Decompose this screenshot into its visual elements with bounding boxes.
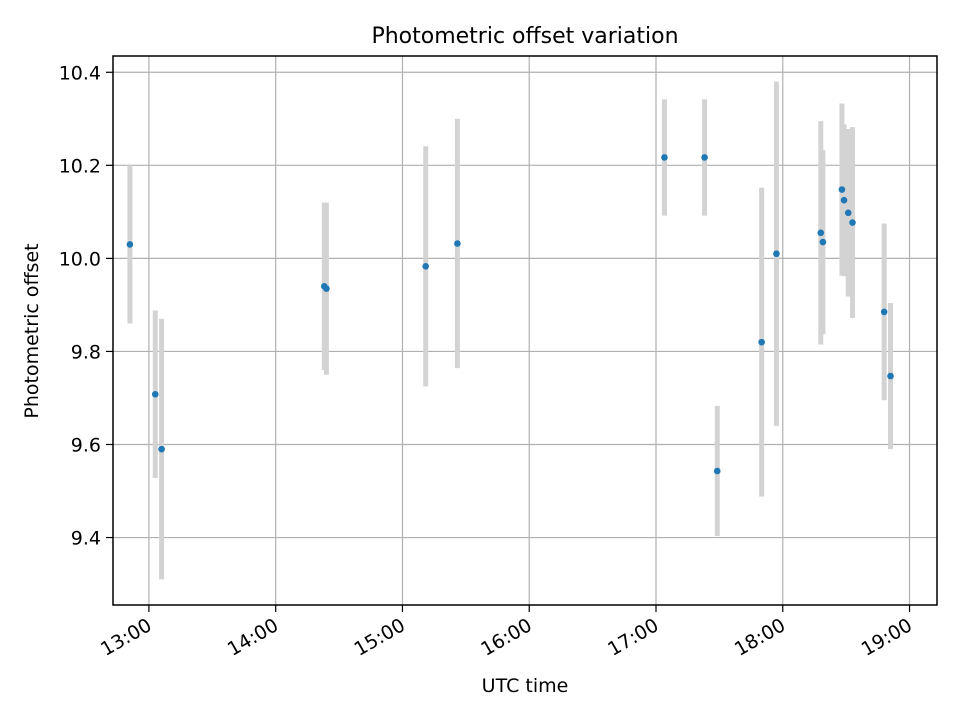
data-point [773, 250, 780, 258]
data-points [126, 154, 894, 475]
data-point [840, 196, 848, 204]
data-point [422, 262, 429, 270]
data-point [126, 241, 134, 248]
y-tick-label: 9.4 [71, 528, 101, 550]
data-point [887, 372, 894, 380]
data-point [838, 186, 846, 193]
y-tick-label: 9.8 [71, 341, 101, 363]
chart-title: Photometric offset variation [371, 24, 678, 49]
data-point [713, 467, 721, 475]
y-tick-label: 10.0 [59, 248, 101, 270]
data-point [758, 338, 765, 346]
plot-area-frame [112, 55, 938, 606]
y-tick-label: 10.4 [59, 62, 101, 84]
data-point [158, 445, 165, 453]
data-point [661, 154, 668, 161]
data-point [323, 285, 330, 292]
data-point [151, 390, 159, 398]
data-point [819, 238, 827, 246]
data-point [844, 209, 852, 217]
y-tick-label: 10.2 [59, 155, 101, 177]
y-axis-ticks: 9.4 9.6 9.8 10.0 10.2 10.4 [59, 62, 113, 550]
x-axis-label: UTC time [482, 675, 569, 697]
grid-lines [113, 56, 937, 605]
data-point [454, 240, 461, 247]
y-axis-label: Photometric offset [21, 243, 43, 418]
data-point [817, 229, 825, 237]
data-point [849, 219, 856, 226]
data-point [880, 308, 888, 316]
y-tick-label: 9.6 [71, 434, 101, 456]
data-point [701, 154, 708, 161]
